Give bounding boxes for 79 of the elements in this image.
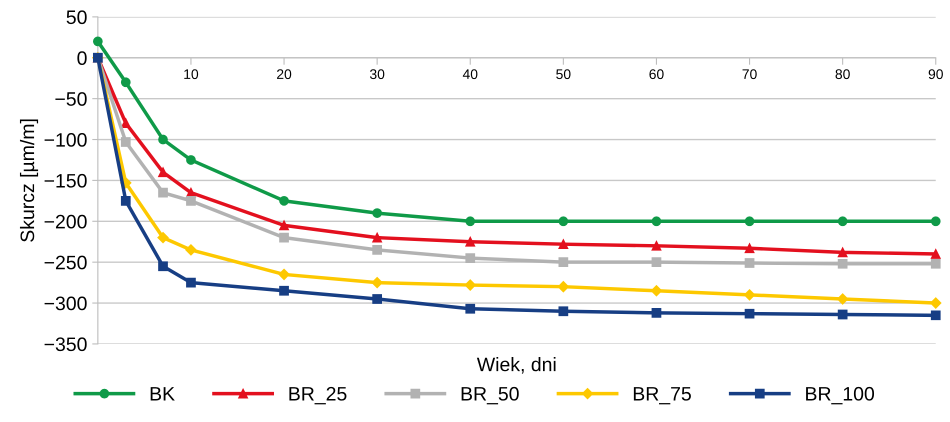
- point: [120, 137, 131, 147]
- point: [837, 293, 848, 305]
- point: [465, 236, 476, 247]
- y-tick-label: 0: [77, 51, 87, 65]
- point: [744, 289, 756, 300]
- point: [465, 304, 476, 314]
- point: [372, 277, 383, 288]
- point: [185, 244, 197, 256]
- point: [744, 258, 754, 268]
- point: [650, 285, 662, 296]
- point: [279, 220, 289, 230]
- point: [278, 268, 290, 280]
- point: [465, 253, 476, 263]
- point: [157, 232, 169, 244]
- point: [744, 243, 754, 254]
- point: [558, 216, 568, 226]
- point: [838, 258, 848, 269]
- x-axis-title: Wiek, dni: [476, 357, 556, 374]
- point: [652, 257, 662, 268]
- x-tick-label: 50: [556, 69, 571, 80]
- point: [558, 306, 568, 316]
- legend-label: BR_75: [634, 387, 691, 404]
- legend-label: BR_25: [289, 386, 346, 404]
- point: [158, 188, 168, 198]
- y-tick-label: 50: [66, 10, 87, 24]
- y-tick-label: −50: [55, 92, 87, 106]
- y-tick-label: −100: [44, 132, 87, 147]
- legend-label: BK: [150, 387, 175, 400]
- point: [372, 232, 382, 242]
- point: [158, 167, 168, 178]
- point: [279, 196, 289, 206]
- point: [930, 310, 941, 320]
- x-tick-label: 30: [370, 69, 384, 80]
- point: [652, 240, 662, 251]
- y-tick-label: −250: [44, 256, 87, 270]
- legend-label: BR_50: [462, 386, 519, 404]
- point: [838, 247, 848, 258]
- point: [930, 249, 941, 259]
- point: [372, 245, 382, 255]
- y-tick-label: −200: [44, 214, 87, 229]
- point: [558, 257, 568, 268]
- point: [120, 118, 131, 128]
- y-axis-title: Skurcz [µm/m]: [20, 119, 38, 242]
- x-tick-label: 20: [277, 69, 292, 80]
- point: [652, 308, 662, 318]
- point: [92, 36, 103, 46]
- point: [372, 294, 382, 304]
- point: [652, 216, 662, 226]
- x-tick-label: 40: [462, 69, 478, 80]
- point: [120, 77, 131, 88]
- point: [558, 239, 568, 250]
- point: [930, 297, 942, 309]
- point: [465, 216, 476, 226]
- point: [744, 216, 754, 226]
- legend-label: BR_100: [806, 386, 874, 404]
- point: [464, 279, 476, 291]
- point: [372, 208, 382, 218]
- point: [930, 258, 941, 269]
- point: [838, 310, 848, 320]
- x-tick-label: 10: [184, 69, 198, 80]
- x-tick-label: 70: [742, 69, 757, 80]
- point: [279, 232, 289, 242]
- point: [930, 216, 941, 226]
- x-tick-label: 90: [928, 69, 943, 80]
- y-tick-label: −300: [44, 296, 87, 310]
- point: [558, 281, 569, 292]
- x-tick-label: 80: [836, 69, 850, 80]
- point: [838, 216, 848, 226]
- y-tick-label: −150: [44, 174, 87, 188]
- point: [158, 261, 168, 272]
- point: [186, 278, 196, 288]
- point: [744, 308, 754, 319]
- y-tick-label: −350: [44, 337, 87, 352]
- point: [120, 196, 131, 206]
- point: [158, 134, 168, 144]
- x-tick-label: 60: [649, 69, 664, 80]
- point: [279, 286, 289, 296]
- point: [186, 196, 196, 206]
- point: [186, 155, 196, 165]
